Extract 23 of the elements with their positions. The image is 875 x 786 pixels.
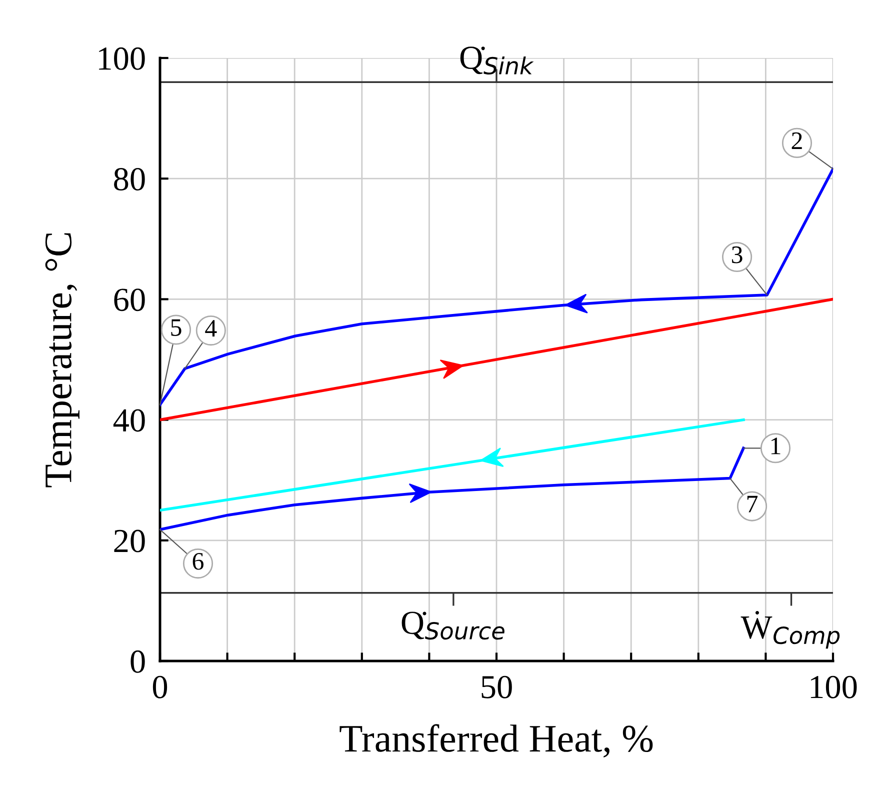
annotation: 4: [205, 320, 217, 337]
annotation: Q̇$_{Sink}$: [460, 46, 534, 75]
y-tick-label: 100: [99, 47, 145, 70]
x-tick-label: 0: [152, 676, 168, 698]
annotation: 7: [747, 496, 758, 512]
annotation: 1: [771, 438, 780, 454]
y-tick-label: 20: [114, 530, 145, 552]
annotation: 6: [192, 553, 204, 570]
x-tick-label: 50: [482, 676, 512, 698]
y-tick-label: 60: [114, 288, 145, 312]
x-tick-label: 100: [810, 676, 857, 698]
annotation: 5: [171, 319, 182, 336]
annotation: 3: [732, 246, 742, 264]
y-tick-label: 80: [114, 168, 145, 190]
annotation: 2: [792, 132, 802, 149]
line-series: [160, 446, 745, 531]
y-axis-title: Temperature, °C: [45, 233, 80, 488]
line-series: [160, 168, 833, 406]
x-axis-title: Transferred Heat, %: [340, 724, 653, 758]
annotation: Ẇ$_{Comp}$: [740, 610, 840, 649]
y-tick-label: 40: [113, 409, 145, 432]
annotation: Q̇$_{Source}$: [402, 612, 504, 640]
y-tick-label: 0: [130, 650, 145, 673]
